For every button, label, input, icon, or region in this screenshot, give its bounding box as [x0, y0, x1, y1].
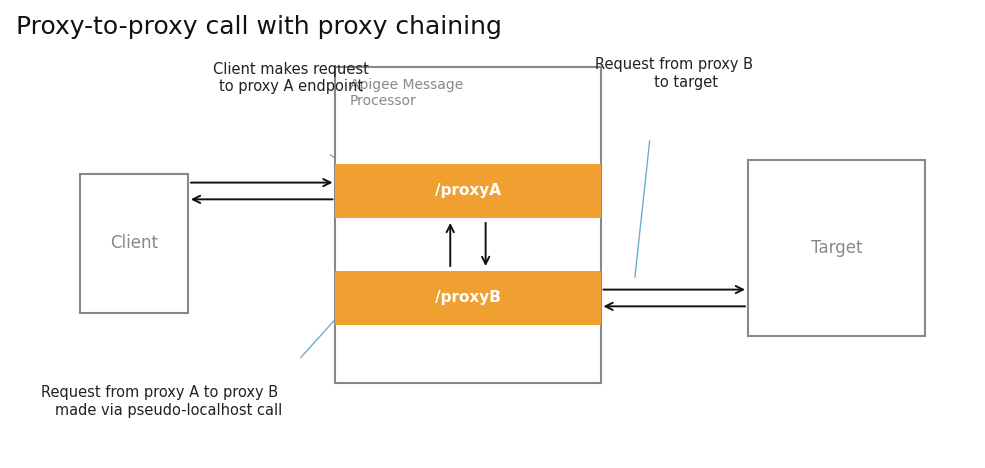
Bar [80, 174, 188, 313]
Text: Apigee Message
Processor: Apigee Message Processor [350, 78, 463, 109]
Text: Request from proxy B
     to target: Request from proxy B to target [595, 57, 754, 89]
Bar [335, 164, 601, 218]
Text: Request from proxy A to proxy B
   made via pseudo-localhost call: Request from proxy A to proxy B made via… [40, 385, 282, 417]
Text: Client: Client [110, 234, 158, 252]
Bar [335, 66, 601, 383]
Bar [748, 160, 925, 336]
Text: /proxyB: /proxyB [435, 291, 501, 306]
Bar [335, 271, 601, 325]
Text: Proxy-to-proxy call with proxy chaining: Proxy-to-proxy call with proxy chaining [16, 15, 502, 39]
Text: Target: Target [811, 239, 862, 257]
Text: Client makes request
to proxy A endpoint: Client makes request to proxy A endpoint [213, 62, 369, 94]
Text: /proxyA: /proxyA [435, 183, 501, 198]
